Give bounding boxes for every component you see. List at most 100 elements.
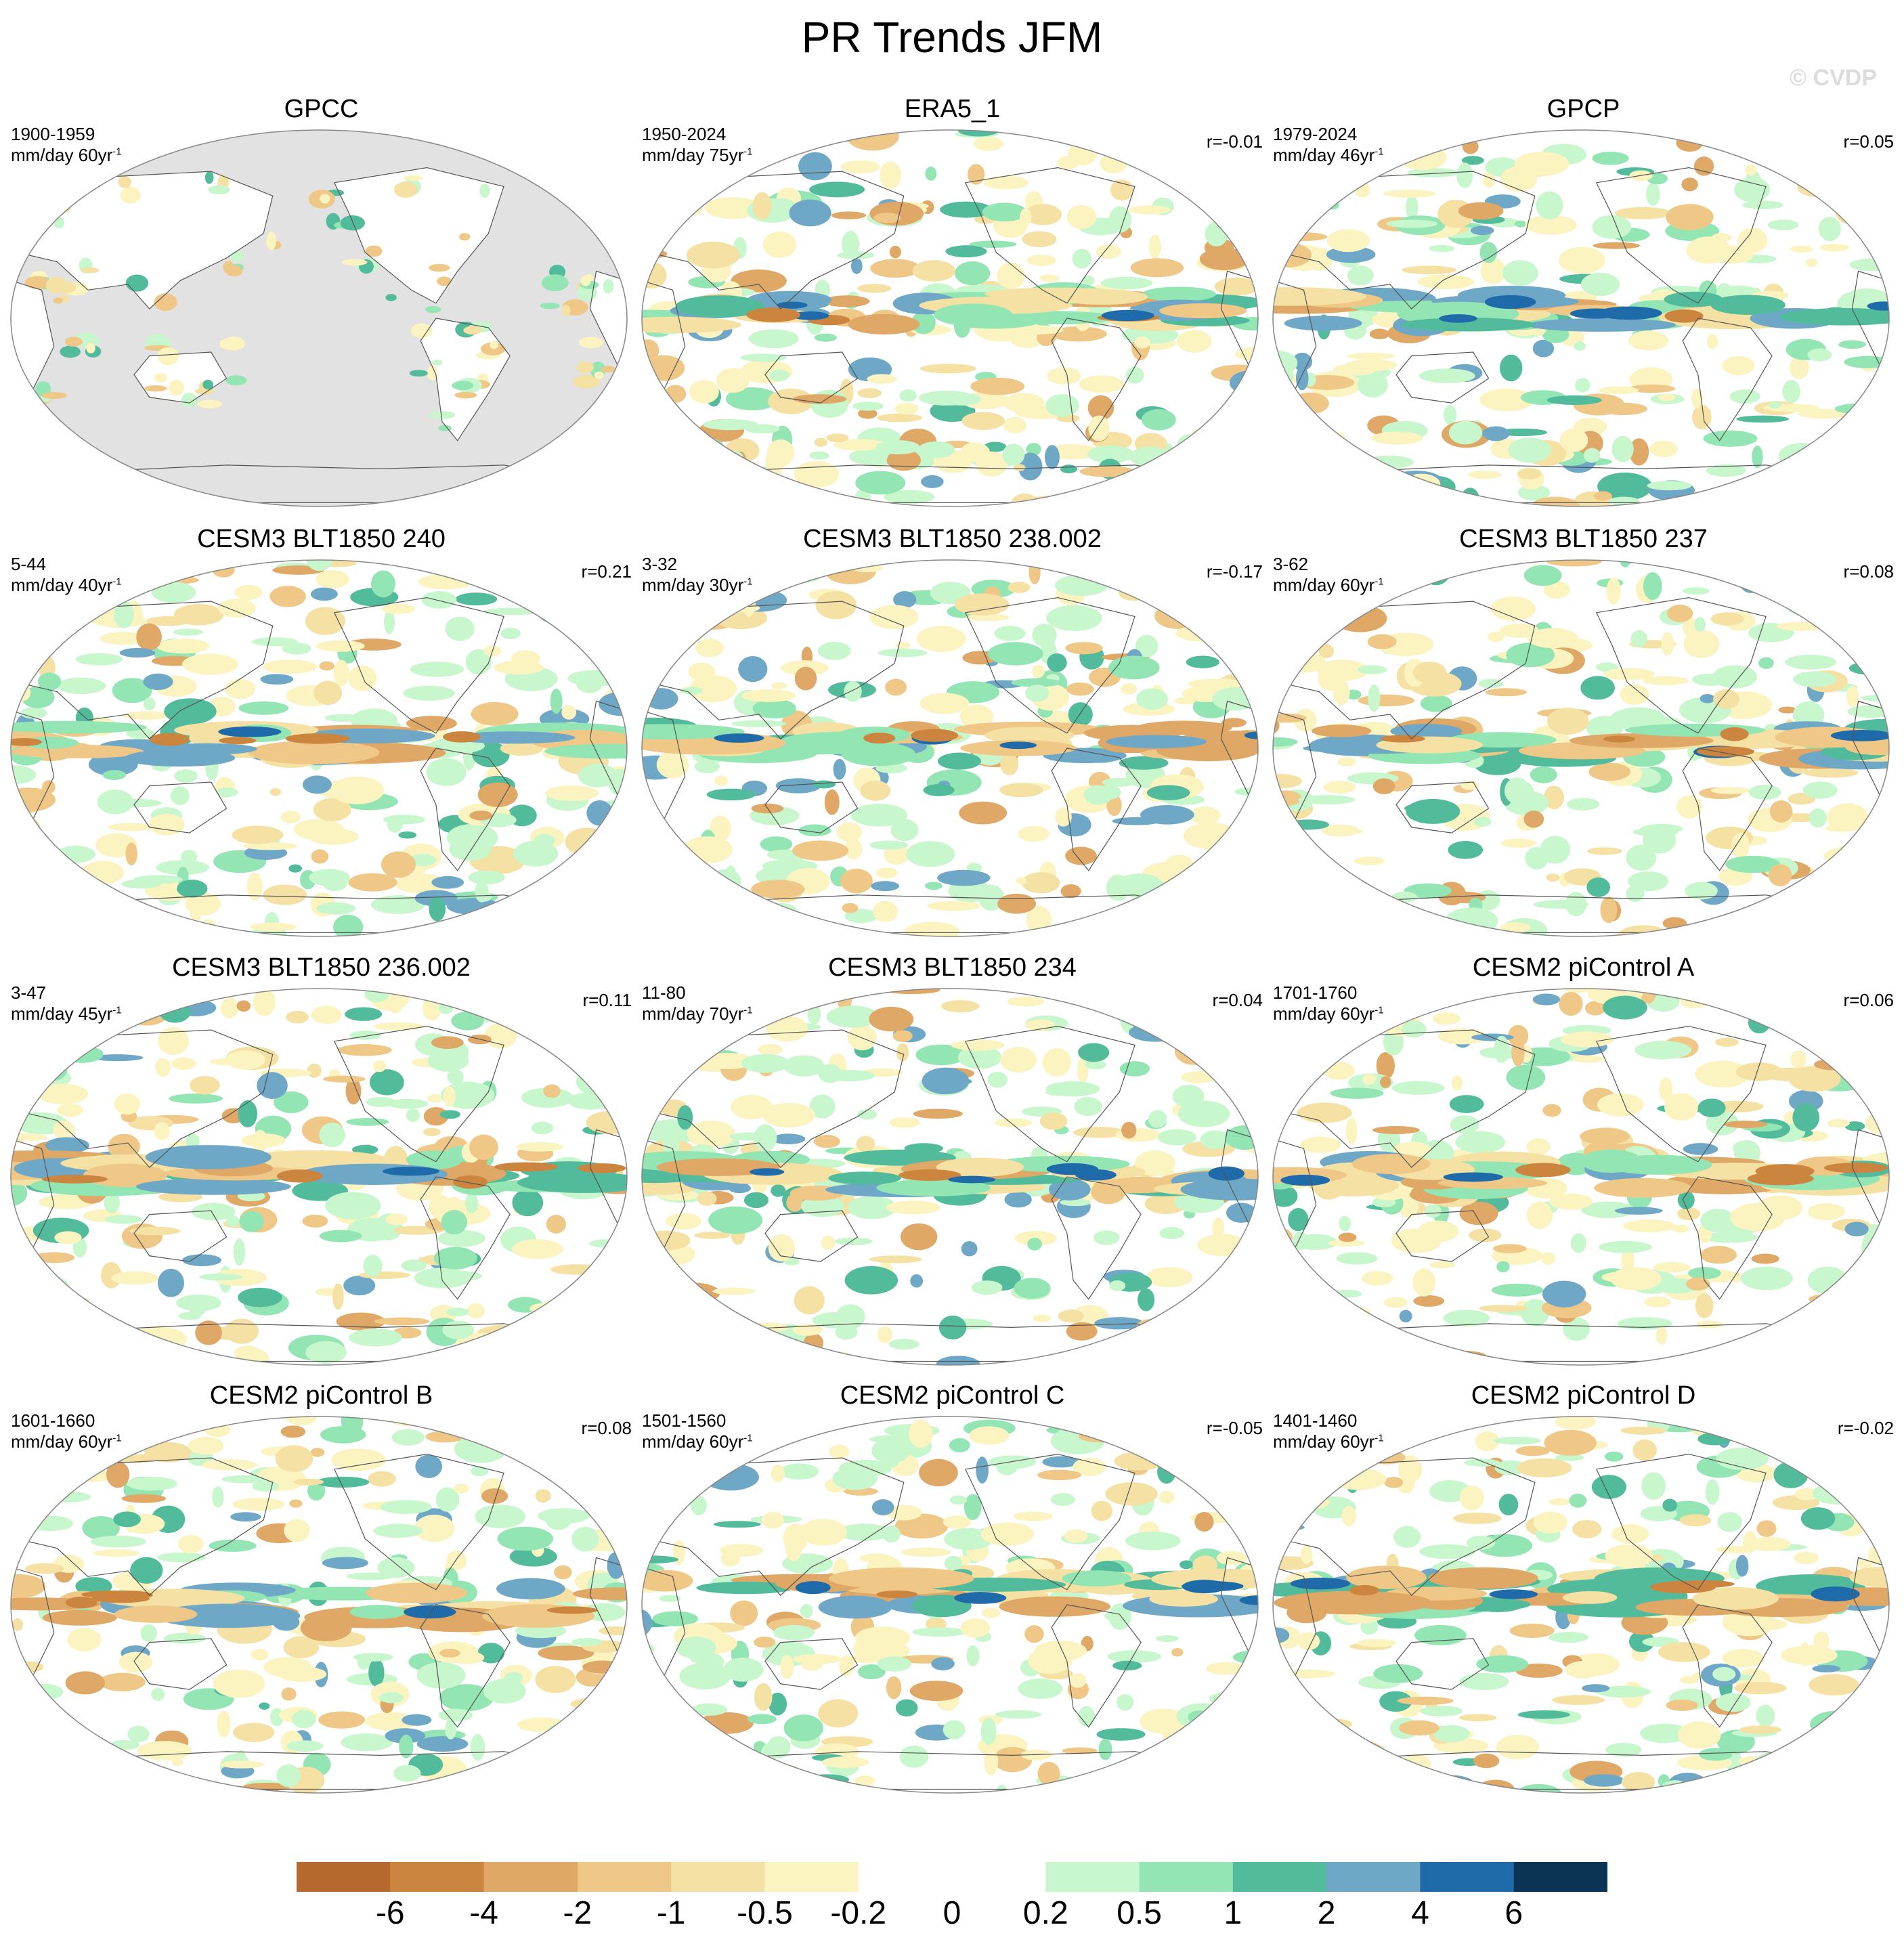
trend-contour xyxy=(45,1295,90,1312)
trend-contour xyxy=(901,1547,951,1557)
trend-contour xyxy=(869,201,924,226)
trend-contour xyxy=(1567,798,1600,810)
trend-contour xyxy=(225,265,243,277)
correlation-label: r=-0.05 xyxy=(1206,1418,1263,1438)
trend-contour xyxy=(1807,1203,1845,1221)
trend-contour xyxy=(1078,1706,1096,1727)
map-border xyxy=(1272,559,1890,937)
trend-contour xyxy=(1809,808,1827,828)
trend-contour xyxy=(1007,997,1045,1007)
trend-contour xyxy=(383,1167,439,1176)
trend-contour xyxy=(500,628,521,639)
trend-contour xyxy=(709,503,744,506)
trend-contour xyxy=(323,1075,366,1083)
trend-contour xyxy=(1867,301,1889,311)
trend-contour xyxy=(647,1308,661,1332)
trend-contour xyxy=(53,281,77,294)
trend-contour xyxy=(164,698,217,725)
trend-contour xyxy=(123,711,172,720)
trend-contour xyxy=(1207,859,1256,871)
trend-contour xyxy=(1284,316,1362,331)
trend-contour xyxy=(642,648,670,670)
trend-contour xyxy=(594,1034,609,1056)
trend-contour xyxy=(212,562,235,578)
trend-contour xyxy=(220,997,239,1019)
trend-contour xyxy=(1461,156,1484,165)
trend-contour xyxy=(1085,1417,1108,1429)
trend-contour xyxy=(779,1351,813,1365)
trend-contour xyxy=(1868,1544,1889,1565)
trend-contour xyxy=(1874,177,1889,187)
trend-contour xyxy=(1737,227,1768,253)
trend-contour xyxy=(1209,1722,1236,1748)
trend-contour xyxy=(1242,855,1254,867)
trend-contour xyxy=(719,1544,764,1557)
trend-contour xyxy=(380,1500,432,1514)
trend-contour xyxy=(1575,378,1591,393)
trend-contour xyxy=(1825,467,1860,492)
trend-contour xyxy=(1429,244,1455,253)
trend-contour xyxy=(381,851,416,878)
map-panel: CESM2 piControl A 1701-1760 mm/day 60yr-1 r… xyxy=(1270,953,1897,1380)
trend-contour xyxy=(1521,1299,1550,1326)
trend-contour xyxy=(723,1657,764,1682)
trend-contour xyxy=(1195,148,1229,167)
trend-contour xyxy=(1863,855,1889,869)
trend-contour xyxy=(497,1526,554,1551)
trend-contour xyxy=(1695,1293,1714,1318)
trend-contour xyxy=(642,435,690,456)
trend-contour xyxy=(1716,1447,1769,1471)
trend-contour xyxy=(1066,204,1097,230)
trend-contour xyxy=(1311,725,1372,737)
trend-contour xyxy=(1542,1104,1561,1117)
trend-contour xyxy=(1002,444,1025,466)
trend-contour xyxy=(1695,1060,1750,1088)
trend-contour xyxy=(961,1241,978,1257)
coastline xyxy=(1395,1210,1490,1262)
trend-contour xyxy=(982,202,1027,222)
trend-contour xyxy=(677,1105,693,1130)
trend-contour xyxy=(1594,1177,1691,1198)
trend-contour xyxy=(842,231,860,257)
trend-contour xyxy=(108,823,154,831)
trend-contour xyxy=(567,670,622,687)
trend-contour xyxy=(1089,492,1142,504)
trend-contour xyxy=(780,1463,819,1479)
trend-contour xyxy=(1118,989,1158,1003)
trend-contour xyxy=(1242,834,1258,856)
trend-contour xyxy=(1493,1244,1527,1253)
trend-contour xyxy=(269,586,306,607)
trend-contour xyxy=(943,393,981,406)
trend-contour xyxy=(82,1516,120,1540)
trend-contour xyxy=(269,788,282,796)
trend-contour xyxy=(1772,1425,1804,1447)
trend-contour xyxy=(1170,1433,1186,1447)
trend-contour xyxy=(873,213,901,223)
trend-contour xyxy=(690,1653,704,1663)
trend-contour xyxy=(37,672,62,691)
trend-contour xyxy=(118,1651,153,1673)
trend-contour xyxy=(688,662,715,681)
trend-contour xyxy=(642,1555,679,1564)
trend-contour xyxy=(1716,1228,1754,1236)
trend-contour xyxy=(1445,907,1498,935)
trend-contour xyxy=(774,563,824,584)
coastline xyxy=(1273,710,1317,834)
colorbar-box xyxy=(1045,1862,1140,1892)
coastline xyxy=(1051,748,1142,871)
trend-contour xyxy=(177,880,208,898)
coastline xyxy=(1051,1604,1142,1728)
trend-contour xyxy=(1307,130,1348,144)
trend-contour xyxy=(243,842,297,850)
trend-contour xyxy=(415,1454,443,1478)
trend-contour xyxy=(1177,434,1203,458)
trend-contour xyxy=(661,488,703,506)
trend-contour xyxy=(877,1656,912,1672)
trend-contour xyxy=(1276,232,1328,242)
trend-contour xyxy=(1584,448,1601,463)
trend-contour xyxy=(234,584,263,601)
trend-contour xyxy=(403,685,456,701)
trend-contour xyxy=(1273,1761,1299,1786)
trend-contour xyxy=(1789,355,1809,380)
trend-contour xyxy=(1761,1440,1786,1451)
